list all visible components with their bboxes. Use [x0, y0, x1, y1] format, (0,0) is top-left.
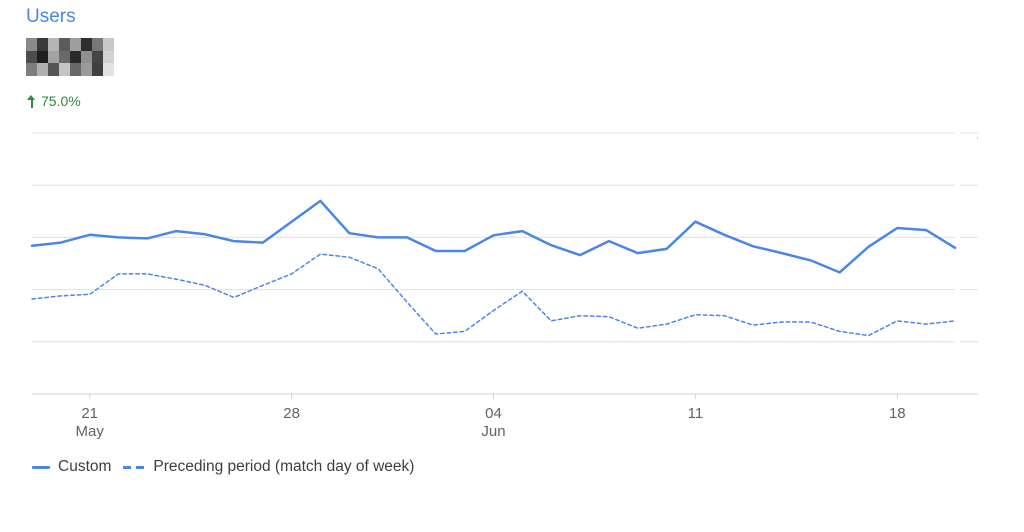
- change-percent: 75.0%: [41, 93, 81, 109]
- x-tick-label: 11: [688, 405, 704, 422]
- arrow-up-icon: [27, 94, 36, 108]
- legend-label-custom: Custom: [58, 458, 112, 475]
- x-tick-label: 28: [283, 405, 300, 422]
- x-tick-label: 21: [81, 405, 98, 422]
- change-indicator: 75.0%: [27, 93, 81, 109]
- solid-line-swatch-icon: [32, 465, 50, 469]
- metric-title[interactable]: Users: [26, 6, 76, 27]
- dashed-line-swatch-icon: [123, 465, 146, 469]
- chart-legend: Custom Preceding period (match day of we…: [32, 458, 426, 476]
- series-line-preceding: [31, 253, 956, 337]
- legend-item-preceding[interactable]: Preceding period (match day of week): [123, 458, 414, 476]
- legend-item-custom[interactable]: Custom: [32, 458, 111, 476]
- x-tick-label: 18: [889, 405, 906, 422]
- x-tick-month-label: Jun: [481, 423, 505, 440]
- x-tick-month-label: May: [76, 423, 105, 440]
- x-tick-label: 04: [485, 405, 502, 422]
- series-line-custom: [30, 199, 957, 274]
- metric-value-redacted: [26, 38, 114, 76]
- legend-label-preceding: Preceding period (match day of week): [153, 458, 415, 475]
